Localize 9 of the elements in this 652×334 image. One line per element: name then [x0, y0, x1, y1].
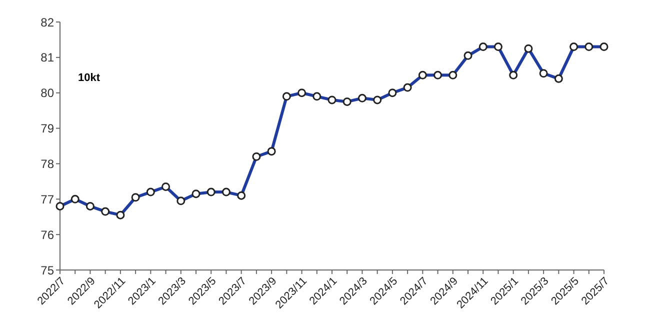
y-tick-label: 77: [40, 192, 54, 206]
y-tick-label: 82: [40, 15, 54, 30]
y-tick-label: 75: [40, 263, 54, 278]
y-tick-label: 81: [40, 50, 54, 65]
y-tick-label: 78: [40, 156, 54, 171]
y-tick-label: 80: [40, 86, 54, 100]
y-tick-label: 79: [40, 122, 54, 136]
annotation: 10kt: [78, 72, 100, 84]
y-tick-label: 76: [40, 228, 54, 242]
